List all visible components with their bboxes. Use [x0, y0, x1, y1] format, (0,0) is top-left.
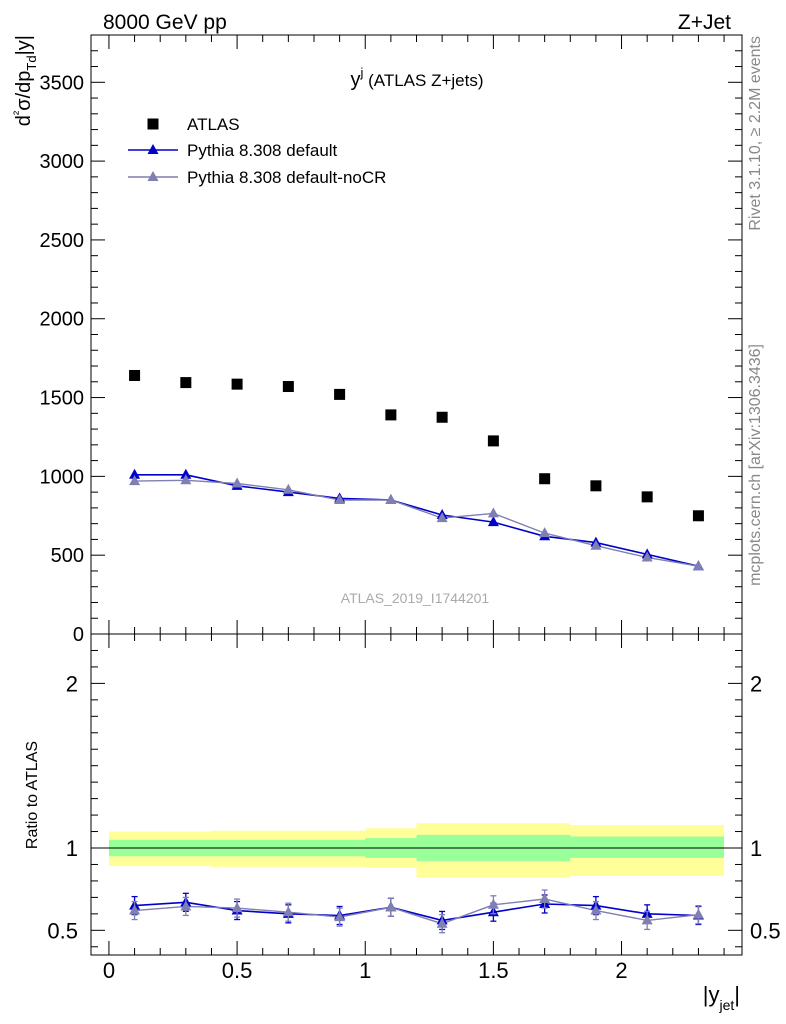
- analysis-watermark: ATLAS_2019_I1744201: [341, 590, 490, 606]
- ratio-y-tick-label-left: 2: [66, 671, 78, 696]
- x-tick-label: 0.5: [222, 958, 253, 983]
- y-tick-label: 1500: [40, 388, 85, 410]
- noCR-data-point: [385, 494, 397, 505]
- noCR-data-point: [334, 494, 346, 505]
- energy-label: 8000 GeV pp: [103, 11, 227, 34]
- atlas-data-point: [282, 381, 294, 393]
- ratio-point-noCR: [282, 906, 294, 917]
- x-tick-label: 1: [359, 958, 371, 983]
- ratio-line-noCR: [134, 898, 699, 925]
- default-data-point: [129, 468, 141, 479]
- ratio-y-tick-label-left: 0.5: [47, 918, 78, 943]
- uncertainty-bands: [108, 823, 725, 878]
- noCR-data-point: [231, 477, 243, 488]
- atlas-data-point: [692, 510, 704, 522]
- ratio-tick-labels: 0.5 0.5 1 1 2 2 0 0.5 1 1.5 2: [47, 671, 780, 983]
- noCR-data-point: [539, 527, 551, 538]
- ratio-series-layer: [129, 889, 704, 934]
- y-tick-label: 3000: [40, 151, 85, 173]
- ratio-y-axis-label: Ratio to ATLAS: [24, 741, 41, 849]
- main-axis-ticks: [91, 35, 742, 635]
- ratio-point-noCR: [590, 904, 602, 915]
- ratio-point-noCR: [334, 911, 346, 922]
- x-tick-label: 2: [615, 958, 627, 983]
- legend-label: Pythia 8.308 default-noCR: [187, 168, 386, 187]
- ratio-axis-ticks: [91, 634, 742, 955]
- mcplots-label: mcplots.cern.ch [arXiv:1306.3436]: [747, 344, 764, 586]
- ratio-point-noCR: [385, 901, 397, 912]
- legend-marker-atlas: [147, 118, 159, 130]
- noCR-data-point: [590, 539, 602, 550]
- y-tick-label: 500: [51, 545, 84, 567]
- atlas-data-point: [129, 369, 141, 381]
- ratio-point-noCR: [692, 908, 704, 919]
- ratio-point-noCR: [180, 900, 192, 911]
- series-line-noCR: [134, 479, 699, 567]
- ratio-point-noCR: [129, 904, 141, 915]
- atlas-data-point: [334, 388, 346, 400]
- main-panel: 0 500 1000 1500 2000 2500 3000 3500 yj (ATLAS Z…: [10, 34, 743, 646]
- noCR-data-point: [436, 512, 448, 523]
- default-data-point: [180, 468, 192, 479]
- noCR-data-point: [487, 507, 499, 518]
- default-data-point: [487, 516, 499, 527]
- y-tick-label: 3500: [40, 72, 85, 94]
- ratio-panel: 0.5 0.5 1 1 2 2 0 0.5 1 1.5 2 Ratio to ATLAS |yjet…: [24, 633, 781, 1013]
- ratio-y-tick-label-right: 1: [750, 836, 762, 861]
- legend-label: Pythia 8.308 default: [187, 141, 338, 160]
- y-tick-label: 2500: [40, 230, 85, 252]
- noCR-data-point: [692, 560, 704, 571]
- rivet-label: Rivet 3.1.10, ≥ 2.2M events: [747, 36, 764, 231]
- atlas-data-point: [641, 491, 653, 503]
- process-label: Z+Jet: [678, 11, 731, 34]
- series-line-default: [134, 473, 699, 567]
- ratio-point-noCR: [487, 898, 499, 909]
- ratio-point-noCR: [231, 902, 243, 913]
- main-series-layer: [129, 369, 704, 571]
- plot-title: yj (ATLAS Z+jets): [350, 65, 483, 91]
- atlas-data-point: [436, 411, 448, 423]
- ratio-y-tick-label-right: 0.5: [750, 918, 781, 943]
- ratio-y-tick-label-left: 1: [66, 836, 78, 861]
- main-y-tick-labels: 0 500 1000 1500 2000 2500 3000 3500: [40, 72, 85, 646]
- noCR-data-point: [180, 474, 192, 485]
- atlas-data-point: [487, 435, 499, 447]
- main-y-axis-label: d²σ/dpTd|y|: [10, 35, 39, 126]
- x-tick-label: 0: [103, 958, 115, 983]
- atlas-data-point: [385, 409, 397, 421]
- ratio-point-noCR: [539, 893, 551, 904]
- atlas-data-point: [590, 480, 602, 492]
- ratio-y-tick-label-right: 2: [750, 671, 762, 696]
- legend-marker: [147, 171, 159, 181]
- x-tick-label: 1.5: [478, 958, 509, 983]
- atlas-data-point: [231, 378, 243, 390]
- legend: ATLAS Pythia 8.308 default Pythia 8.308 de…: [128, 115, 386, 187]
- y-tick-label: 1000: [40, 466, 85, 488]
- atlas-data-point: [539, 473, 551, 485]
- noCR-data-point: [129, 475, 141, 486]
- ratio-line-default: [134, 901, 699, 922]
- noCR-data-point: [641, 551, 653, 562]
- ratio-point-noCR: [436, 917, 448, 928]
- legend-marker: [147, 144, 159, 154]
- atlas-data-point: [180, 377, 192, 389]
- ratio-point-noCR: [641, 914, 653, 925]
- y-tick-label: 2000: [40, 309, 85, 331]
- noCR-data-point: [282, 483, 294, 494]
- legend-label: ATLAS: [187, 115, 240, 134]
- x-axis-label: |yjet|: [703, 982, 740, 1013]
- y-tick-label: 0: [73, 624, 84, 646]
